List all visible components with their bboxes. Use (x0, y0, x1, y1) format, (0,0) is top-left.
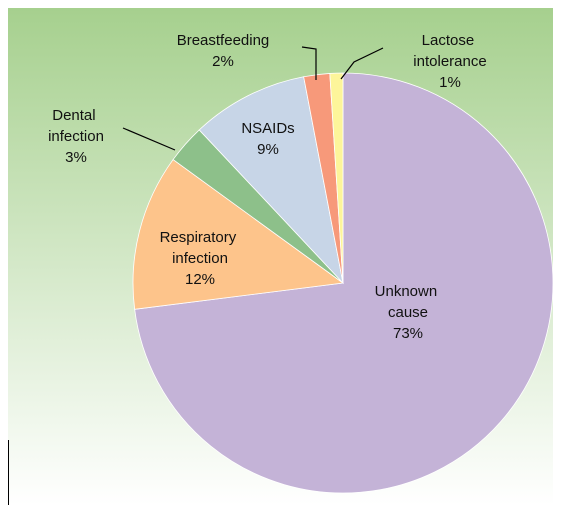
value-label: 73% (393, 325, 423, 342)
value-label: 1% (439, 74, 461, 91)
slice-label: NSAIDs (241, 120, 294, 137)
slice-label: Lactose intolerance (413, 32, 486, 70)
value-label: 12% (185, 271, 215, 288)
leader-line (301, 46, 317, 80)
leader-line (122, 127, 176, 151)
pie-slice (198, 76, 344, 285)
leader-line (340, 47, 384, 80)
value-label: 3% (65, 149, 87, 166)
pie-slice (134, 72, 554, 494)
value-label: 2% (212, 53, 234, 70)
slice-label: Respiratory infection (160, 229, 241, 267)
pie-slice (329, 72, 344, 284)
slice-label: Dental infection (48, 107, 104, 145)
pie-slice (132, 159, 345, 310)
value-label: 9% (257, 141, 279, 158)
slice-label: Unknown cause (375, 283, 442, 321)
slice-label: Breastfeeding (177, 32, 270, 49)
